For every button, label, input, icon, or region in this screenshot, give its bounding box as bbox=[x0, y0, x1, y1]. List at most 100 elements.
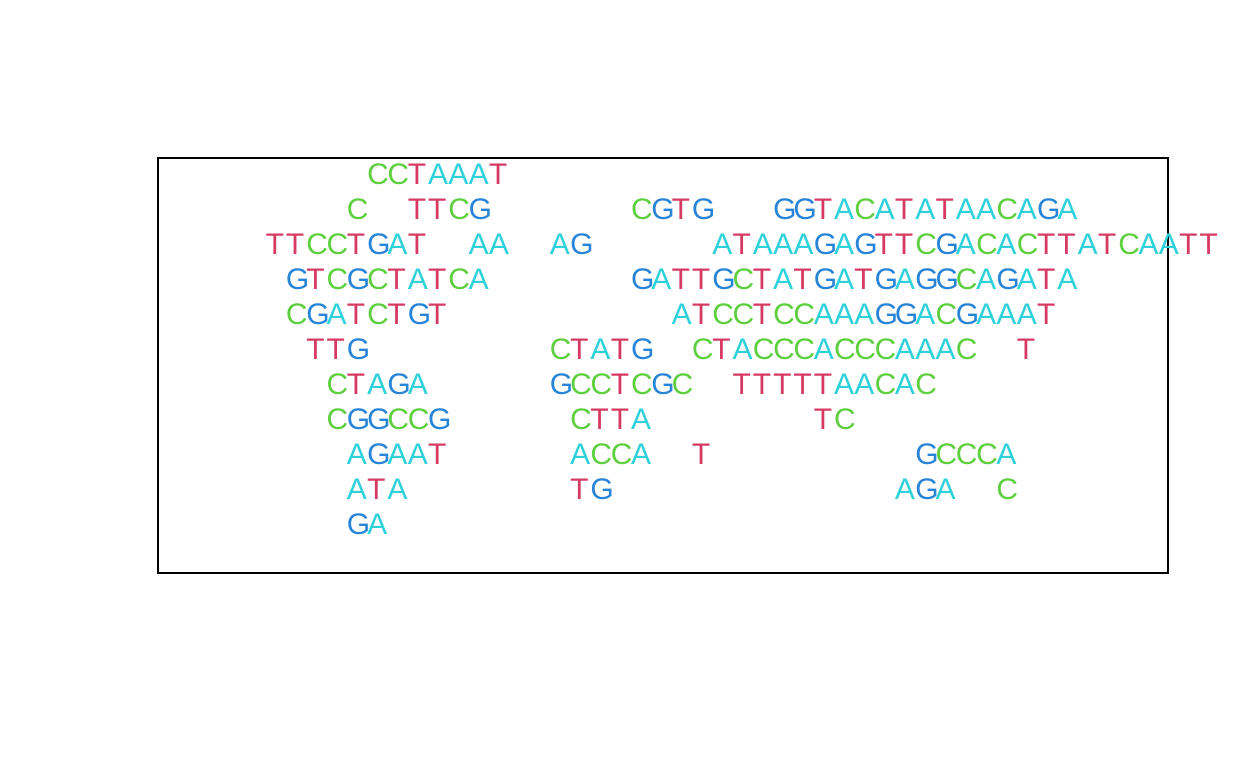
nucleotide-T: T bbox=[732, 228, 751, 261]
nucleotide-A: A bbox=[773, 228, 793, 261]
nucleotide-T: T bbox=[265, 228, 284, 261]
nucleotide-G: G bbox=[346, 403, 370, 436]
nucleotide-G: G bbox=[955, 298, 979, 331]
nucleotide-A: A bbox=[894, 333, 915, 366]
nucleotide-C: C bbox=[610, 438, 633, 471]
nucleotide-C: C bbox=[915, 228, 937, 261]
nucleotide-T: T bbox=[752, 298, 771, 331]
nucleotide-A: A bbox=[671, 298, 692, 331]
nucleotide-C: C bbox=[955, 333, 978, 366]
nucleotide-A: A bbox=[448, 158, 468, 191]
nucleotide-A: A bbox=[935, 473, 956, 506]
nucleotide-T: T bbox=[935, 193, 954, 226]
nucleotide-G: G bbox=[813, 263, 837, 296]
nucleotide-A: A bbox=[428, 158, 448, 191]
nucleotide-T: T bbox=[813, 193, 832, 226]
nucleotide-A: A bbox=[915, 333, 935, 366]
nucleotide-T: T bbox=[894, 228, 913, 261]
nucleotide-T: T bbox=[590, 403, 608, 436]
nucleotide-A: A bbox=[915, 298, 935, 331]
nucleotide-T: T bbox=[407, 158, 426, 191]
nucleotide-T: T bbox=[732, 368, 751, 401]
nucleotide-G: G bbox=[407, 298, 431, 331]
nucleotide-T: T bbox=[752, 263, 771, 296]
nucleotide-C: C bbox=[590, 368, 612, 401]
nucleotide-C: C bbox=[631, 368, 653, 401]
nucleotide-G: G bbox=[894, 298, 918, 331]
nucleotide-G: G bbox=[346, 508, 370, 541]
nucleotide-T: T bbox=[793, 368, 811, 401]
nucleotide-C: C bbox=[387, 403, 409, 436]
nucleotide-A: A bbox=[1016, 193, 1037, 226]
nucleotide-G: G bbox=[590, 473, 613, 506]
nucleotide-G: G bbox=[549, 368, 573, 401]
nucleotide-C: C bbox=[367, 263, 389, 296]
nucleotide-T: T bbox=[346, 298, 365, 331]
nucleotide-A: A bbox=[813, 333, 834, 366]
nucleotide-T: T bbox=[387, 298, 405, 331]
nucleotide-A: A bbox=[752, 228, 773, 261]
nucleotide-A: A bbox=[1138, 228, 1159, 261]
nucleotide-C: C bbox=[570, 403, 592, 436]
nucleotide-A: A bbox=[387, 438, 407, 471]
nucleotide-T: T bbox=[610, 403, 629, 436]
nucleotide-A: A bbox=[976, 263, 996, 296]
nucleotide-A: A bbox=[955, 193, 976, 226]
nucleotide-C: C bbox=[367, 298, 389, 331]
nucleotide-C: C bbox=[691, 333, 714, 366]
nucleotide-T: T bbox=[407, 228, 426, 261]
nucleotide-C: C bbox=[732, 263, 755, 296]
nucleotide-G: G bbox=[793, 193, 816, 226]
nucleotide-G: G bbox=[854, 228, 877, 261]
nucleotide-A: A bbox=[346, 438, 367, 471]
nucleotide-A: A bbox=[874, 193, 895, 226]
nucleotide-G: G bbox=[915, 473, 938, 506]
nucleotide-G: G bbox=[996, 263, 1019, 296]
nucleotide-T: T bbox=[1179, 228, 1197, 261]
nucleotide-A: A bbox=[407, 263, 428, 296]
nucleotide-G: G bbox=[874, 263, 898, 296]
nucleotide-T: T bbox=[326, 333, 345, 366]
nucleotide-A: A bbox=[549, 228, 570, 261]
nucleotide-A: A bbox=[387, 473, 407, 506]
nucleotide-T: T bbox=[1097, 228, 1116, 261]
nucleotide-A: A bbox=[367, 368, 387, 401]
nucleotide-C: C bbox=[793, 298, 815, 331]
nucleotide-G: G bbox=[1037, 193, 1060, 226]
nucleotide-G: G bbox=[773, 193, 796, 226]
nucleotide-C: C bbox=[570, 368, 592, 401]
nucleotide-T: T bbox=[488, 158, 507, 191]
nucleotide-C: C bbox=[874, 368, 897, 401]
nucleotide-C: C bbox=[448, 263, 470, 296]
nucleotide-C: C bbox=[915, 368, 937, 401]
nucleotide-A: A bbox=[894, 263, 915, 296]
nucleotide-T: T bbox=[671, 263, 690, 296]
nucleotide-C: C bbox=[346, 193, 369, 226]
nucleotide-T: T bbox=[874, 228, 893, 261]
nucleotide-C: C bbox=[935, 438, 958, 471]
nucleotide-T: T bbox=[367, 473, 385, 506]
nucleotide-T: T bbox=[610, 368, 629, 401]
nucleotide-C: C bbox=[752, 333, 775, 366]
nucleotide-G: G bbox=[367, 438, 390, 471]
nucleotide-G: G bbox=[813, 228, 837, 261]
nucleotide-A: A bbox=[894, 473, 915, 506]
nucleotide-G: G bbox=[468, 193, 492, 226]
nucleotide-G: G bbox=[346, 333, 370, 366]
nucleotide-G: G bbox=[631, 263, 654, 296]
nucleotide-T: T bbox=[813, 368, 832, 401]
nucleotide-A: A bbox=[387, 228, 407, 261]
nucleotide-T: T bbox=[306, 333, 324, 366]
nucleotide-C: C bbox=[854, 333, 876, 366]
nucleotide-C: C bbox=[631, 193, 653, 226]
nucleotide-C: C bbox=[854, 193, 876, 226]
nucleotide-A: A bbox=[407, 368, 428, 401]
nucleotide-A: A bbox=[631, 438, 651, 471]
nucleotide-T: T bbox=[1037, 263, 1055, 296]
nucleotide-T: T bbox=[1037, 228, 1055, 261]
nucleotide-T: T bbox=[894, 193, 913, 226]
nucleotide-A: A bbox=[935, 333, 956, 366]
nucleotide-T: T bbox=[570, 333, 588, 366]
nucleotide-A: A bbox=[976, 193, 996, 226]
nucleotide-G: G bbox=[631, 333, 654, 366]
